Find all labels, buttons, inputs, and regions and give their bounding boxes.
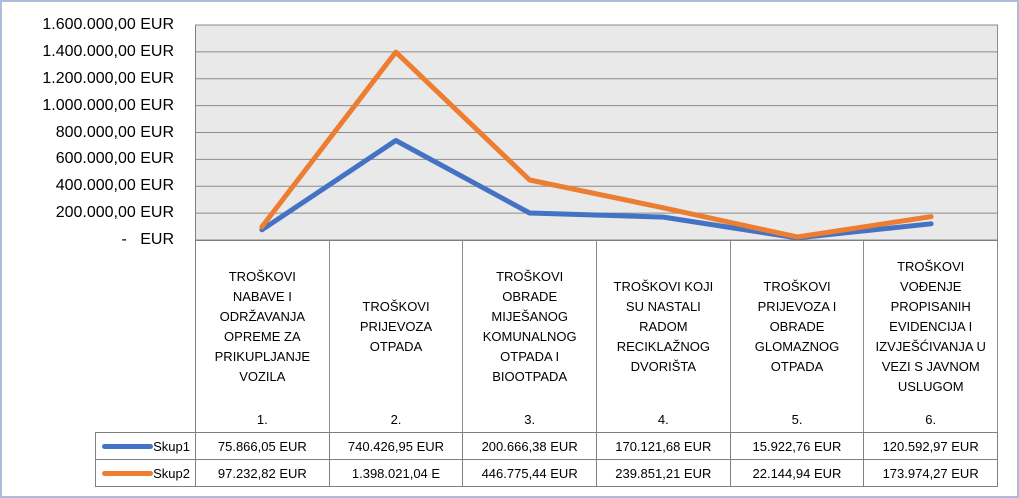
plot-svg	[195, 24, 998, 241]
table-cell: 170.121,68 EUR	[595, 432, 731, 460]
category-cell: TROŠKOVI NABAVE I ODRŽAVANJA OPREME ZA P…	[195, 241, 330, 432]
y-axis-tick-label: 1.400.000,00 EUR	[42, 42, 174, 60]
table-cell: 239.851,21 EUR	[595, 459, 731, 487]
category-index: 2.	[390, 412, 402, 427]
category-index: 6.	[925, 412, 937, 427]
table-cell: 120.592,97 EUR	[863, 432, 998, 460]
table-cell: 22.144,94 EUR	[729, 459, 865, 487]
series-line-Skup1	[259, 138, 934, 241]
legend-cell-skup2: Skup2	[95, 459, 196, 487]
legend-label-skup1: Skup1	[153, 438, 190, 454]
table-cell: 75.866,05 EUR	[195, 432, 330, 460]
category-index: 5.	[791, 412, 803, 427]
category-axis: TROŠKOVI NABAVE I ODRŽAVANJA OPREME ZA P…	[195, 240, 999, 432]
category-label: TROŠKOVI OBRADE MIJEŠANOG KOMUNALNOG OTP…	[482, 268, 577, 384]
y-axis-tick-label: 200.000,00 EUR	[55, 204, 174, 222]
category-cell: TROŠKOVI PRIJEVOZA I OBRADE GLOMAZNOG OT…	[731, 241, 865, 432]
category-cell: TROŠKOVI VOĐENJE PROPISANIH EVIDENCIJA I…	[864, 241, 999, 432]
category-cell: TROŠKOVI PRIJEVOZA OTPADA 2.	[330, 241, 464, 432]
table-cell: 446.775,44 EUR	[462, 459, 597, 487]
table-row-skup1: Skup1 75.866,05 EUR 740.426,95 EUR 200.6…	[95, 432, 998, 460]
series-line-Skup2	[259, 49, 934, 240]
legend-cell-skup1: Skup1	[95, 432, 196, 460]
data-table: Skup1 75.866,05 EUR 740.426,95 EUR 200.6…	[95, 432, 998, 487]
legend-label-skup2: Skup2	[153, 465, 190, 481]
category-index: 3.	[524, 412, 536, 427]
category-label: TROŠKOVI VOĐENJE PROPISANIH EVIDENCIJA I…	[875, 258, 986, 394]
table-cell: 97.232,82 EUR	[195, 459, 330, 487]
y-axis-tick-label: 400.000,00 EUR	[55, 177, 174, 195]
category-label: TROŠKOVI PRIJEVOZA OTPADA	[359, 298, 433, 354]
category-index: 4.	[657, 412, 669, 427]
table-cell: 740.426,95 EUR	[328, 432, 464, 460]
plot-area	[195, 24, 998, 241]
y-axis-tick-label: 1.200.000,00 EUR	[42, 69, 174, 87]
table-cell: 200.666,38 EUR	[462, 432, 597, 460]
table-cell: 1.398.021,04 E	[328, 459, 464, 487]
category-label: TROŠKOVI KOJI SU NASTALI RADOM RECIKLAŽN…	[613, 278, 714, 374]
y-axis-tick-label: 1.000.000,00 EUR	[42, 96, 174, 114]
category-label: TROŠKOVI NABAVE I ODRŽAVANJA OPREME ZA P…	[214, 268, 311, 384]
y-axis-tick-label: 800.000,00 EUR	[55, 123, 174, 141]
table-cell: 173.974,27 EUR	[863, 459, 998, 487]
y-axis-tick-label: - EUR	[121, 231, 174, 248]
category-cell: TROŠKOVI OBRADE MIJEŠANOG KOMUNALNOG OTP…	[463, 241, 598, 432]
category-cell: TROŠKOVI KOJI SU NASTALI RADOM RECIKLAŽN…	[597, 241, 731, 432]
table-cell: 15.922,76 EUR	[729, 432, 865, 460]
category-index: 1.	[256, 412, 268, 427]
category-label: TROŠKOVI PRIJEVOZA I OBRADE GLOMAZNOG OT…	[754, 278, 840, 374]
skup1-line-key-icon	[102, 443, 154, 449]
y-axis-tick-label: 600.000,00 EUR	[55, 150, 174, 168]
y-axis-tick-label: 1.600.000,00 EUR	[42, 16, 174, 33]
skup2-line-key-icon	[102, 470, 154, 476]
table-row-skup2: Skup2 97.232,82 EUR 1.398.021,04 E 446.7…	[95, 459, 998, 487]
